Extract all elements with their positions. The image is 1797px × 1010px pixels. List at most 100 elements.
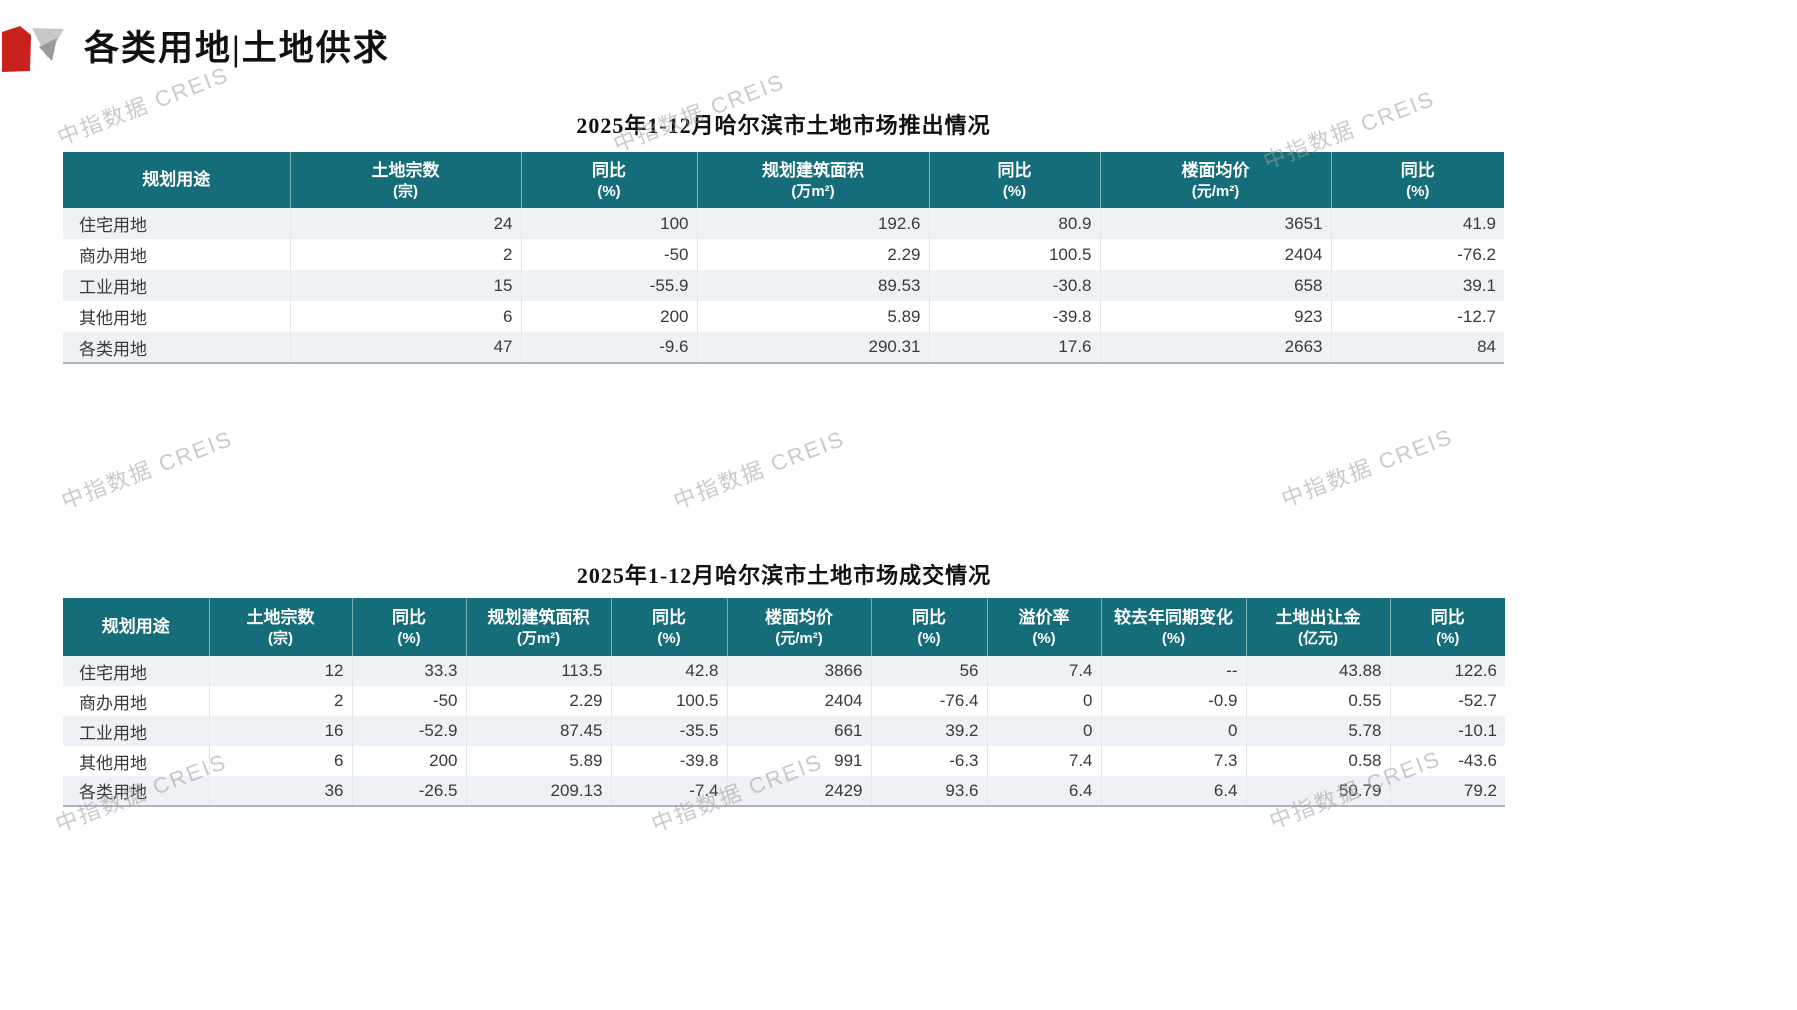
cell-value: 33.3 — [352, 656, 467, 686]
cell-value: 79.2 — [1390, 776, 1505, 807]
column-header: 较去年同期变化 (%) — [1101, 598, 1247, 656]
supply-table: 规划用途 土地宗数 (宗) 同比 (%) 规划建筑面积 (万m²) 同比 (%) 楼面均价 (元/m… — [63, 152, 1504, 364]
table-row: 各类用地 47 -9.6 290.31 17.6 2663 84 — [63, 332, 1504, 364]
column-header: 规划建筑面积 (万m²) — [466, 598, 612, 656]
row-label: 各类用地 — [63, 776, 210, 807]
cell-value: 3651 — [1100, 208, 1332, 239]
cell-value: -52.9 — [352, 716, 467, 746]
cell-value: -55.9 — [521, 270, 698, 301]
cell-value: -12.7 — [1457, 306, 1496, 326]
table-row: 工业用地 15 -55.9 89.53 -30.8 658 39.1 — [63, 270, 1504, 301]
cell-value: -76.2 — [1457, 244, 1496, 264]
row-label: 其他用地 — [63, 746, 210, 776]
column-header: 规划建筑面积 (万m²) — [697, 152, 930, 208]
cell-value: 0.58 — [1246, 746, 1391, 776]
cell-value: 6.4 — [1101, 776, 1247, 807]
cell-value: 658 — [1100, 270, 1332, 301]
cell-value: -39.8 — [611, 746, 728, 776]
column-header: 土地宗数 (宗) — [209, 598, 353, 656]
cell-value: 5.78 — [1246, 716, 1391, 746]
column-header: 同比 (%) — [1331, 152, 1504, 208]
cell-value: 200 — [521, 301, 698, 332]
cell-value: -43.6 — [1458, 751, 1497, 770]
cell-value: 47 — [290, 332, 522, 364]
cell-value: 0 — [1101, 716, 1247, 746]
cell-value: 15 — [290, 270, 522, 301]
cell-value: 991 — [727, 746, 872, 776]
cell-value: 2.29 — [697, 239, 930, 270]
cell-value: -0.9 — [1101, 686, 1247, 716]
cell-value: -10.1 — [1458, 721, 1497, 740]
table-row: 商办用地 2 -50 2.29 100.5 2404 -76.2 — [63, 239, 1504, 270]
cell-value: -30.8 — [929, 270, 1101, 301]
row-label: 商办用地 — [63, 239, 291, 270]
cell-value: -6.3 — [871, 746, 988, 776]
cell-value: 2429 — [727, 776, 872, 807]
cell-value: 6 — [209, 746, 353, 776]
cell-value: -76.4 — [871, 686, 988, 716]
transaction-table: 规划用途 土地宗数 (宗) 同比 (%) 规划建筑面积 (万m²) 同比 (%) 楼面均价 (元/m… — [63, 598, 1505, 807]
cell-value: 100.5 — [929, 239, 1101, 270]
transaction-table-title: 2025年1-12月哈尔滨市土地市场成交情况 — [576, 563, 992, 588]
cell-value: -39.8 — [929, 301, 1101, 332]
header-row: 规划用途 土地宗数 (宗) 同比 (%) 规划建筑面积 (万m²) 同比 (%) 楼面均价 (元/m… — [63, 152, 1504, 208]
table-row: 住宅用地 24 100 192.6 80.9 3651 41.9 — [63, 208, 1504, 239]
cell-value: 5.89 — [466, 746, 612, 776]
cell-value: 16 — [209, 716, 353, 746]
cell-value: 50.79 — [1246, 776, 1391, 807]
table-row: 商办用地 2 -50 2.29 100.5 2404 -76.4 0 -0.9 0.55 -52.7 — [63, 686, 1505, 716]
cell-value: 5.89 — [697, 301, 930, 332]
cell-value: 6 — [290, 301, 522, 332]
cell-value: 0 — [987, 686, 1102, 716]
cell-value: 2404 — [727, 686, 872, 716]
column-header: 土地宗数 (宗) — [290, 152, 522, 208]
header-row: 规划用途 土地宗数 (宗) 同比 (%) 规划建筑面积 (万m²) 同比 (%) 楼面均价 (元/m… — [63, 598, 1505, 656]
row-label: 工业用地 — [63, 270, 291, 301]
column-header: 规划用途 — [63, 152, 291, 208]
cell-value: 2663 — [1100, 332, 1332, 364]
cell-value: 200 — [352, 746, 467, 776]
column-header: 溢价率 (%) — [987, 598, 1102, 656]
cell-value: 100.5 — [611, 686, 728, 716]
row-label: 各类用地 — [63, 332, 291, 364]
cell-value: 43.88 — [1246, 656, 1391, 686]
cell-value: 39.2 — [871, 716, 988, 746]
cell-value: 3866 — [727, 656, 872, 686]
creis-logo-icon — [2, 26, 64, 72]
cell-value: 122.6 — [1454, 661, 1497, 680]
cell-value: -26.5 — [352, 776, 467, 807]
watermark: 中指数据 CREIS — [57, 425, 237, 515]
cell-value: 39.1 — [1462, 275, 1496, 295]
cell-value: 42.8 — [611, 656, 728, 686]
supply-table-title: 2025年1-12月哈尔滨市土地市场推出情况 — [576, 113, 991, 138]
cell-value: -7.4 — [611, 776, 728, 807]
column-header: 同比 (%) — [521, 152, 698, 208]
cell-value: 36 — [209, 776, 353, 807]
cell-value: 84 — [1331, 332, 1504, 364]
cell-value: 7.3 — [1101, 746, 1247, 776]
column-header: 同比 (%) — [1390, 598, 1505, 656]
cell-value: 89.53 — [697, 270, 930, 301]
row-label: 其他用地 — [63, 301, 291, 332]
cell-value: -50 — [521, 239, 698, 270]
cell-value: 17.6 — [929, 332, 1101, 364]
table-row: 住宅用地 12 33.3 113.5 42.8 3866 56 7.4 -- 43.88 122.6 — [63, 656, 1505, 686]
column-header: 同比 (%) — [929, 152, 1101, 208]
cell-value: -35.5 — [611, 716, 728, 746]
column-header: 规划用途 — [63, 598, 210, 656]
column-header: 同比 (%) — [871, 598, 988, 656]
cell-value: -9.6 — [521, 332, 698, 364]
cell-value: 93.6 — [871, 776, 988, 807]
cell-value: 290.31 — [697, 332, 930, 364]
cell-value: -50 — [352, 686, 467, 716]
cell-value: 24 — [290, 208, 522, 239]
cell-value: 2 — [209, 686, 353, 716]
cell-value: 0.55 — [1246, 686, 1391, 716]
cell-value: -52.7 — [1458, 691, 1497, 710]
cell-value: 2 — [290, 239, 522, 270]
cell-value: 6.4 — [987, 776, 1102, 807]
watermark: 中指数据 CREIS — [1277, 423, 1457, 513]
cell-value: 7.4 — [987, 656, 1102, 686]
row-label: 商办用地 — [63, 686, 210, 716]
